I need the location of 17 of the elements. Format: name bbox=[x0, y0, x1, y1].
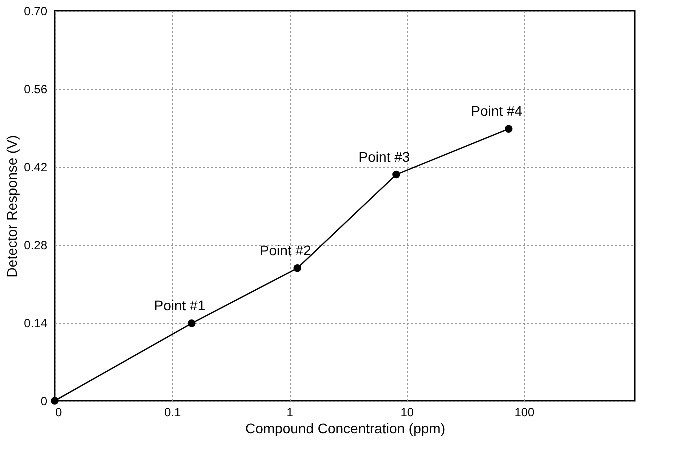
y-tick-label: 0.56 bbox=[24, 82, 48, 96]
x-tick-label: 0 bbox=[56, 406, 62, 420]
annotation: Point #4 bbox=[471, 103, 523, 120]
y-tick-label: 0.28 bbox=[24, 238, 48, 252]
x-tick-label: 1 bbox=[286, 406, 294, 420]
x-tick-label: 100 bbox=[514, 406, 536, 420]
x-tick-label: 10 bbox=[400, 406, 414, 420]
y-tick-label: 0.14 bbox=[24, 316, 48, 330]
x-tick-label: 0.1 bbox=[164, 406, 182, 420]
y-tick-label: 0.70 bbox=[24, 4, 48, 18]
x-axis-title: Compound Concentration (ppm) bbox=[246, 420, 446, 436]
y-tick-label: 0.42 bbox=[24, 160, 48, 174]
annotation: Point #2 bbox=[260, 242, 312, 258]
y-tick-label: 0 bbox=[40, 394, 48, 408]
annotation: Point #3 bbox=[358, 148, 410, 165]
annotation: Point #1 bbox=[154, 298, 206, 314]
y-axis-title: Detector Response (V) bbox=[4, 135, 20, 278]
